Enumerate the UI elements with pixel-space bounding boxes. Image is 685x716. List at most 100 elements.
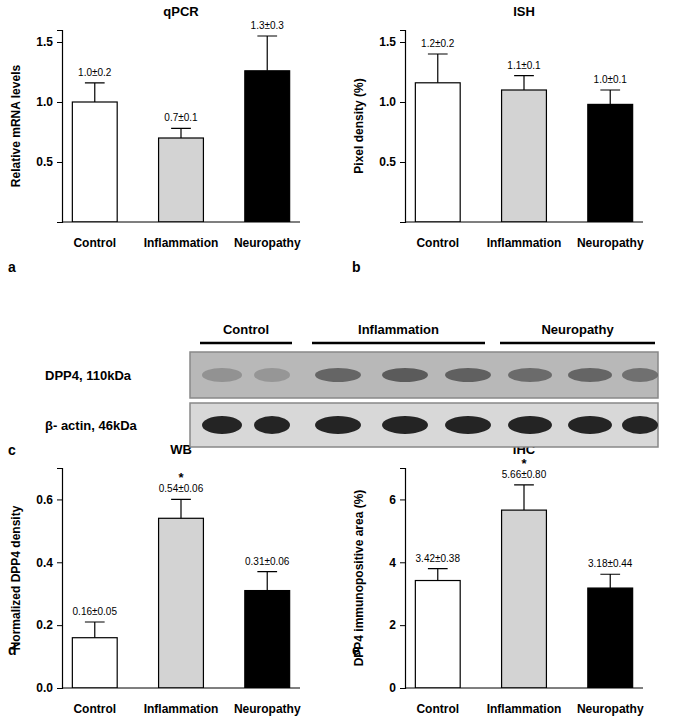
tick-label: 2 xyxy=(389,618,396,632)
tick-label: 1.5 xyxy=(36,35,53,49)
tick: Neuropathy xyxy=(234,688,301,716)
panel-letter: b xyxy=(352,259,361,275)
axis-title: Normalized DPP4 density xyxy=(9,505,23,650)
axis-title: DPP4 immunopositive area (%) xyxy=(352,490,366,667)
bar xyxy=(588,104,633,222)
group-line xyxy=(500,342,655,345)
tick-label: 0.5 xyxy=(379,155,396,169)
tick: 0 xyxy=(389,681,405,695)
axis-line xyxy=(405,221,643,222)
annotation: * xyxy=(178,470,184,485)
title: WB xyxy=(170,442,192,457)
y-axis: 0.5 1.0 1.5 xyxy=(36,31,62,223)
blot-band xyxy=(382,416,428,434)
tick: 0.5 xyxy=(36,155,62,169)
tick-label: 6 xyxy=(389,493,396,507)
tick-mark xyxy=(57,625,62,626)
blot-band xyxy=(254,368,290,382)
bar xyxy=(588,588,633,688)
tick: 0.5 xyxy=(379,155,405,169)
data-label: 1.3±0.3 xyxy=(251,20,285,31)
tick: Control xyxy=(416,222,459,250)
plot-area xyxy=(72,499,289,688)
tick: Neuropathy xyxy=(577,688,644,716)
y-axis: 0.5 1.0 1.5 xyxy=(379,31,405,223)
tick: 6 xyxy=(389,493,405,507)
tick-label: 1.5 xyxy=(379,35,396,49)
data-labels: 0.16±0.050.54±0.06*0.31±0.06 xyxy=(73,470,290,617)
tick-label: Control xyxy=(416,236,459,250)
tick: Neuropathy xyxy=(577,222,644,250)
group-label: Neuropathy xyxy=(541,322,614,337)
tick-label: Control xyxy=(416,702,459,716)
panel-letter: d xyxy=(8,642,17,658)
bar xyxy=(159,138,204,222)
tick-label: 4 xyxy=(389,556,396,570)
tick-mark xyxy=(400,562,405,563)
tick-mark xyxy=(400,42,405,43)
group-line xyxy=(312,342,485,345)
tick-label: 1.0 xyxy=(36,95,53,109)
blot-band xyxy=(622,368,658,382)
error-bar xyxy=(600,90,620,104)
panel: 0246ControlInflammationNeuropathy3.42±0.… xyxy=(352,442,644,716)
blot-strip xyxy=(190,403,658,447)
data-label: 3.18±0.44 xyxy=(588,558,633,569)
error-bar xyxy=(85,83,105,102)
axis-line xyxy=(405,687,643,688)
tick-label: Inflammation xyxy=(144,702,219,716)
data-labels: 1.0±0.20.7±0.11.3±0.3 xyxy=(78,20,284,123)
bar xyxy=(502,90,547,222)
tick: 1.0 xyxy=(36,95,62,109)
tick: 1.5 xyxy=(36,35,62,49)
bar xyxy=(159,518,204,688)
tick: Inflammation xyxy=(144,688,219,716)
error-bar xyxy=(514,485,534,510)
axis-line xyxy=(62,687,300,688)
title: qPCR xyxy=(163,4,199,19)
tick: 4 xyxy=(389,556,405,570)
x-axis: ControlInflammationNeuropathy xyxy=(405,222,644,250)
tick-label: Control xyxy=(73,236,116,250)
tick-label: Neuropathy xyxy=(234,236,301,250)
tick-label: 0.6 xyxy=(36,493,53,507)
tick-label: Neuropathy xyxy=(577,702,644,716)
blot-strip xyxy=(190,352,658,398)
tick-mark xyxy=(400,102,405,103)
blot-band xyxy=(382,368,428,382)
blot-band xyxy=(568,368,612,382)
tick-label: 0.4 xyxy=(36,556,53,570)
panel: 0.00.20.40.6ControlInflammationNeuropath… xyxy=(8,442,301,716)
tick: 0.2 xyxy=(36,618,62,632)
panel-letter: a xyxy=(8,259,16,275)
bar xyxy=(245,591,290,688)
group-line xyxy=(200,342,292,345)
group-label: Inflammation xyxy=(358,322,439,337)
data-labels: 1.2±0.21.1±0.11.0±0.1 xyxy=(421,38,627,85)
figure: 0.51.01.5ControlInflammationNeuropathy1.… xyxy=(0,0,685,716)
axis-title: Pixel density (%) xyxy=(352,78,366,173)
axis-line xyxy=(57,31,63,223)
tick: Neuropathy xyxy=(234,222,301,250)
tick: 0.6 xyxy=(36,493,62,507)
tick-label: 0.2 xyxy=(36,618,53,632)
data-label: 3.42±0.38 xyxy=(416,553,461,564)
data-label: 0.7±0.1 xyxy=(164,112,198,123)
axis-line xyxy=(400,469,406,689)
blot-band xyxy=(508,368,552,382)
panel: 0.5 1.0 1.5 ControlInflammationNeuropathy 1.… xyxy=(352,4,644,275)
tick-label: Neuropathy xyxy=(234,702,301,716)
error-bar xyxy=(85,622,105,638)
blot-band xyxy=(202,416,242,434)
data-label: 0.16±0.05 xyxy=(73,606,118,617)
error-bar xyxy=(428,54,448,83)
panel-letter: c xyxy=(8,442,16,458)
tick-label: 1.0 xyxy=(379,95,396,109)
tick-mark xyxy=(57,499,62,500)
data-label: 1.2±0.2 xyxy=(421,38,455,49)
tick-label: 0 xyxy=(389,681,396,695)
tick-mark xyxy=(57,162,62,163)
x-axis: ControlInflammationNeuropathy xyxy=(62,222,301,250)
tick-mark xyxy=(57,688,62,689)
data-label: 1.0±0.1 xyxy=(594,74,628,85)
